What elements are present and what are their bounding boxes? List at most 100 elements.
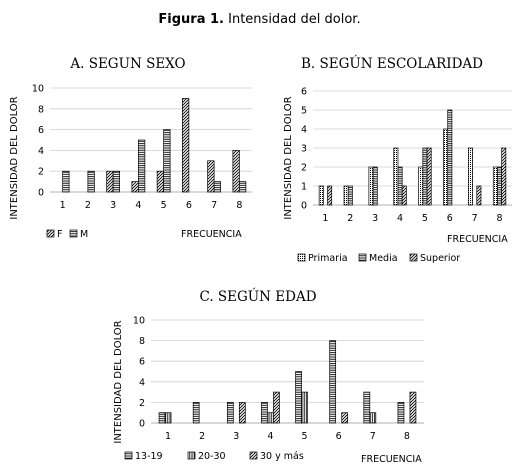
bar-f-3 bbox=[106, 170, 114, 193]
x-tick-label: 6 bbox=[447, 213, 453, 224]
legend-swatch bbox=[249, 451, 258, 460]
legend-label: Media bbox=[369, 253, 398, 264]
y-tick-label: 5 bbox=[301, 106, 307, 117]
y-tick-label: 3 bbox=[301, 144, 307, 155]
legend-swatch bbox=[409, 253, 418, 262]
legend-label: Primaria bbox=[308, 253, 348, 264]
y-tick-label: 10 bbox=[133, 316, 145, 327]
legend-swatch bbox=[358, 253, 367, 262]
x-tick-label: 4 bbox=[135, 200, 141, 211]
bar-20-30-1 bbox=[164, 412, 172, 424]
figure-caption-text: Intensidad del dolor. bbox=[228, 12, 361, 27]
y-tick-label: 2 bbox=[38, 167, 44, 178]
bar-primaria-3 bbox=[368, 166, 374, 206]
bar-superior-4 bbox=[401, 185, 407, 206]
y-axis-label: INTENSIDAD DEL DOLOR bbox=[113, 320, 124, 443]
chart-panel-1: A. SEGUN SEXO 0 2 4 6 8 10 INTENSIDAD DEL DOLOR… bbox=[9, 56, 252, 240]
x-axis-label: FRECUENCIA bbox=[361, 454, 422, 465]
bar-f-8 bbox=[232, 150, 240, 193]
legend-label: M bbox=[80, 229, 88, 240]
bar-superior-5 bbox=[426, 147, 432, 206]
bar-20-30-7 bbox=[369, 412, 377, 424]
bar-m-3 bbox=[112, 170, 120, 193]
bar-13-19-6 bbox=[329, 340, 337, 424]
y-axis-label: INTENSIDAD DEL DOLOR bbox=[283, 96, 294, 219]
x-tick-label: 8 bbox=[497, 213, 503, 224]
x-tick-label: 5 bbox=[161, 200, 167, 211]
bar-30-y-más-3 bbox=[238, 402, 246, 424]
bar-superior-8 bbox=[501, 147, 507, 206]
y-tick-label: 4 bbox=[301, 125, 307, 136]
figure-label: Figura 1. bbox=[158, 12, 224, 27]
bar-media-4 bbox=[397, 166, 403, 206]
bar-20-30-4 bbox=[267, 412, 274, 424]
y-tick-label: 2 bbox=[139, 398, 145, 409]
legend-swatch bbox=[69, 229, 78, 238]
x-tick-label: 7 bbox=[211, 200, 217, 211]
x-tick-label: 7 bbox=[472, 213, 478, 224]
x-tick-label: 5 bbox=[422, 213, 428, 224]
bar-media-8 bbox=[497, 166, 503, 206]
bar-superior-7 bbox=[476, 185, 482, 206]
bar-superior-1 bbox=[327, 185, 333, 206]
x-tick-label: 1 bbox=[60, 200, 66, 211]
y-tick-label: 6 bbox=[139, 357, 145, 368]
y-tick-label: 10 bbox=[32, 84, 44, 95]
legend-swatch bbox=[46, 229, 55, 238]
bar-13-19-2 bbox=[192, 402, 200, 424]
x-tick-label: 1 bbox=[165, 431, 171, 442]
bar-m-2 bbox=[87, 170, 95, 193]
y-tick-label: 2 bbox=[301, 163, 307, 174]
bar-m-5 bbox=[163, 129, 171, 193]
bar-13-19-3 bbox=[226, 402, 234, 424]
legend-label: 13-19 bbox=[135, 451, 163, 462]
bar-13-19-7 bbox=[363, 391, 371, 424]
figure-caption: Figura 1. Intensidad del dolor. bbox=[0, 12, 519, 27]
bar-13-19-4 bbox=[261, 402, 268, 424]
legend-swatch bbox=[124, 451, 133, 460]
legend-label: F bbox=[57, 229, 62, 240]
y-tick-label: 8 bbox=[139, 336, 145, 347]
bar-primaria-2 bbox=[343, 185, 349, 206]
bar-primaria-5 bbox=[418, 166, 424, 206]
bar-m-1 bbox=[62, 170, 70, 193]
bar-primaria-4 bbox=[393, 147, 399, 206]
y-tick-label: 0 bbox=[301, 201, 307, 212]
bar-m-4 bbox=[138, 139, 146, 193]
bar-primaria-8 bbox=[492, 166, 498, 206]
y-tick-label: 8 bbox=[38, 104, 44, 115]
bar-primaria-7 bbox=[468, 147, 473, 206]
bar-f-6 bbox=[182, 98, 190, 193]
y-tick-label: 6 bbox=[38, 125, 44, 136]
bar-30-y-más-4 bbox=[273, 391, 280, 424]
bar-f-4 bbox=[131, 181, 139, 193]
chart-title: A. SEGUN SEXO bbox=[69, 56, 185, 72]
x-tick-label: 4 bbox=[397, 213, 403, 224]
chart-panel-3: C. SEGÚN EDAD 0 2 4 6 8 10 INTENSIDAD DEL DOLOR… bbox=[113, 288, 424, 465]
x-tick-label: 2 bbox=[199, 431, 205, 442]
bar-13-19-8 bbox=[397, 402, 405, 424]
x-tick-label: 3 bbox=[372, 213, 378, 224]
legend-label: Superior bbox=[420, 253, 460, 264]
bar-m-8 bbox=[239, 181, 247, 193]
x-tick-label: 5 bbox=[302, 431, 308, 442]
bar-30-y-más-8 bbox=[409, 391, 417, 424]
x-tick-label: 4 bbox=[267, 431, 273, 442]
y-tick-label: 1 bbox=[301, 182, 307, 193]
legend-label: 30 y más bbox=[260, 451, 304, 462]
y-tick-label: 0 bbox=[139, 419, 145, 430]
y-tick-label: 4 bbox=[139, 377, 145, 388]
x-tick-label: 2 bbox=[85, 200, 91, 211]
x-tick-label: 7 bbox=[370, 431, 376, 442]
bar-13-19-5 bbox=[295, 371, 302, 424]
bar-m-7 bbox=[213, 181, 221, 193]
chart-title: C. SEGÚN EDAD bbox=[199, 288, 316, 305]
legend-swatch bbox=[187, 451, 196, 460]
bar-media-6 bbox=[447, 109, 453, 206]
bar-20-30-5 bbox=[301, 391, 308, 424]
bar-primaria-1 bbox=[318, 185, 324, 206]
x-tick-label: 6 bbox=[186, 200, 192, 211]
bar-media-2 bbox=[347, 185, 353, 206]
x-tick-label: 6 bbox=[336, 431, 342, 442]
